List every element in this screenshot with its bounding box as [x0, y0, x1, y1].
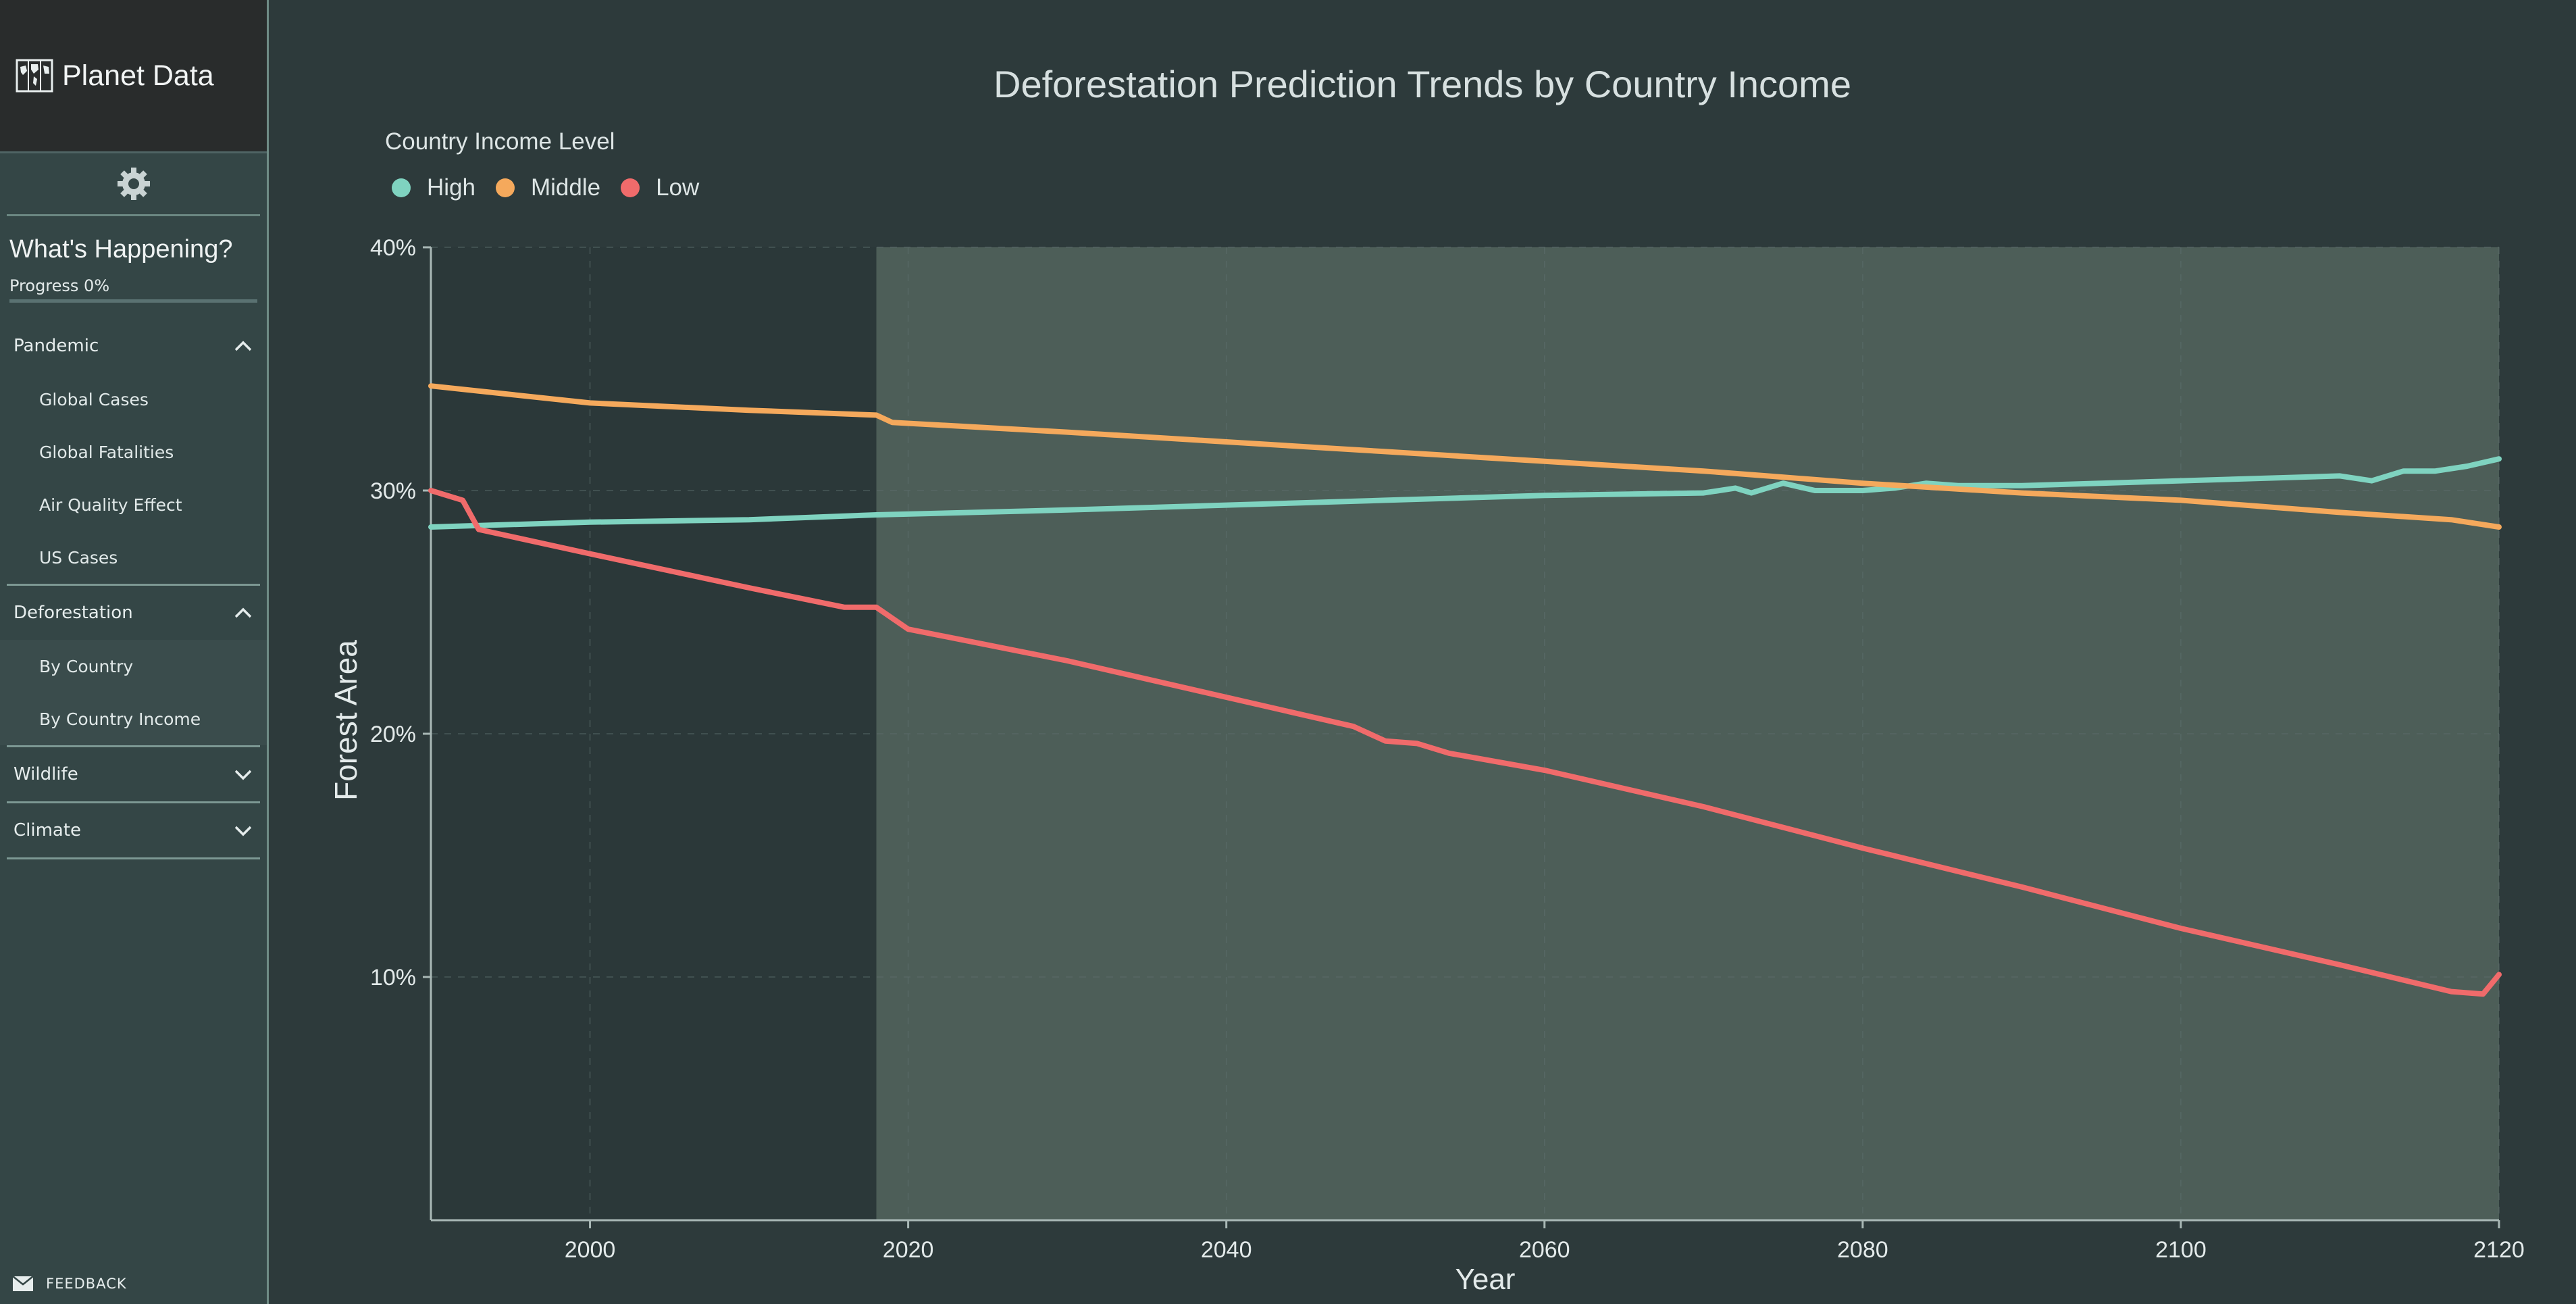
progress-label: Progress 0% [9, 276, 110, 295]
whats-happening-heading: What's Happening? [9, 235, 233, 264]
chevron-down-icon [234, 770, 252, 780]
x-tick-label: 2120 [2473, 1237, 2525, 1263]
legend-item-low[interactable]: Low [621, 174, 699, 201]
gear-icon [117, 168, 150, 200]
legend: High Middle Low [392, 174, 719, 201]
y-axis-label: Forest Area [328, 640, 363, 801]
y-tick-label: 40% [370, 235, 416, 261]
chevron-up-icon [234, 607, 252, 618]
sidebar-item-global-fatalities[interactable]: Global Fatalities [39, 442, 174, 462]
section-pandemic-toggle[interactable]: Pandemic [7, 319, 260, 373]
sidebar-item-by-country[interactable]: By Country [0, 640, 267, 693]
section-pandemic: Pandemic Global Cases Global Fatalities … [7, 319, 260, 586]
feedback-label: FEEDBACK [46, 1276, 127, 1292]
legend-label-high: High [427, 174, 475, 201]
section-label: Pandemic [14, 336, 99, 356]
chart-title: Deforestation Prediction Trends by Count… [994, 63, 1851, 105]
section-wildlife: Wildlife [7, 747, 260, 803]
section-deforestation: Deforestation By Country By Country Inco… [0, 586, 267, 747]
section-label: Climate [14, 820, 82, 841]
legend-title: Country Income Level [385, 128, 615, 155]
y-tick-label: 10% [370, 965, 416, 990]
y-tick-label: 20% [370, 722, 416, 747]
app-name: Planet Data [62, 59, 214, 92]
chevron-down-icon [234, 826, 252, 836]
section-label: Deforestation [14, 603, 133, 623]
legend-item-middle[interactable]: Middle [495, 174, 601, 201]
section-climate: Climate [7, 803, 260, 859]
sidebar-item-global-cases[interactable]: Global Cases [39, 389, 149, 409]
chevron-up-icon [234, 341, 252, 351]
world-map-icon [16, 59, 53, 93]
legend-dot-low [621, 178, 640, 197]
brand[interactable]: Planet Data [0, 0, 267, 153]
series-line-middle [428, 383, 2502, 530]
x-tick-label: 2100 [2155, 1237, 2207, 1263]
sidebar: Planet Data What's Happening? Progress 0… [0, 0, 269, 1304]
legend-item-high[interactable]: High [392, 174, 475, 201]
y-tick-label: 30% [370, 478, 416, 504]
settings-button[interactable] [7, 153, 260, 216]
x-tick-label: 2000 [565, 1237, 616, 1263]
mail-icon [12, 1276, 34, 1291]
x-tick-label: 2040 [1201, 1237, 1252, 1263]
x-axis-label: Year [1456, 1263, 1516, 1296]
series-line-high [428, 456, 2502, 530]
legend-dot-middle [495, 178, 515, 197]
x-tick-label: 2080 [1837, 1237, 1888, 1263]
sidebar-item-air-quality-effect[interactable]: Air Quality Effect [39, 495, 182, 515]
section-deforestation-toggle[interactable]: Deforestation [7, 586, 260, 640]
sidebar-item-us-cases[interactable]: US Cases [39, 547, 118, 568]
x-tick-label: 2020 [883, 1237, 934, 1263]
progress-bar [9, 299, 257, 303]
section-label: Wildlife [14, 764, 78, 784]
legend-label-middle: Middle [530, 174, 601, 201]
legend-dot-high [392, 178, 411, 197]
section-climate-toggle[interactable]: Climate [7, 803, 260, 857]
series-line-low [428, 488, 2502, 997]
legend-label-low: Low [656, 174, 700, 201]
section-wildlife-toggle[interactable]: Wildlife [7, 747, 260, 801]
feedback-button[interactable]: FEEDBACK [12, 1276, 127, 1292]
x-tick-label: 2060 [1519, 1237, 1570, 1263]
sidebar-item-by-country-income[interactable]: By Country Income [0, 693, 267, 745]
